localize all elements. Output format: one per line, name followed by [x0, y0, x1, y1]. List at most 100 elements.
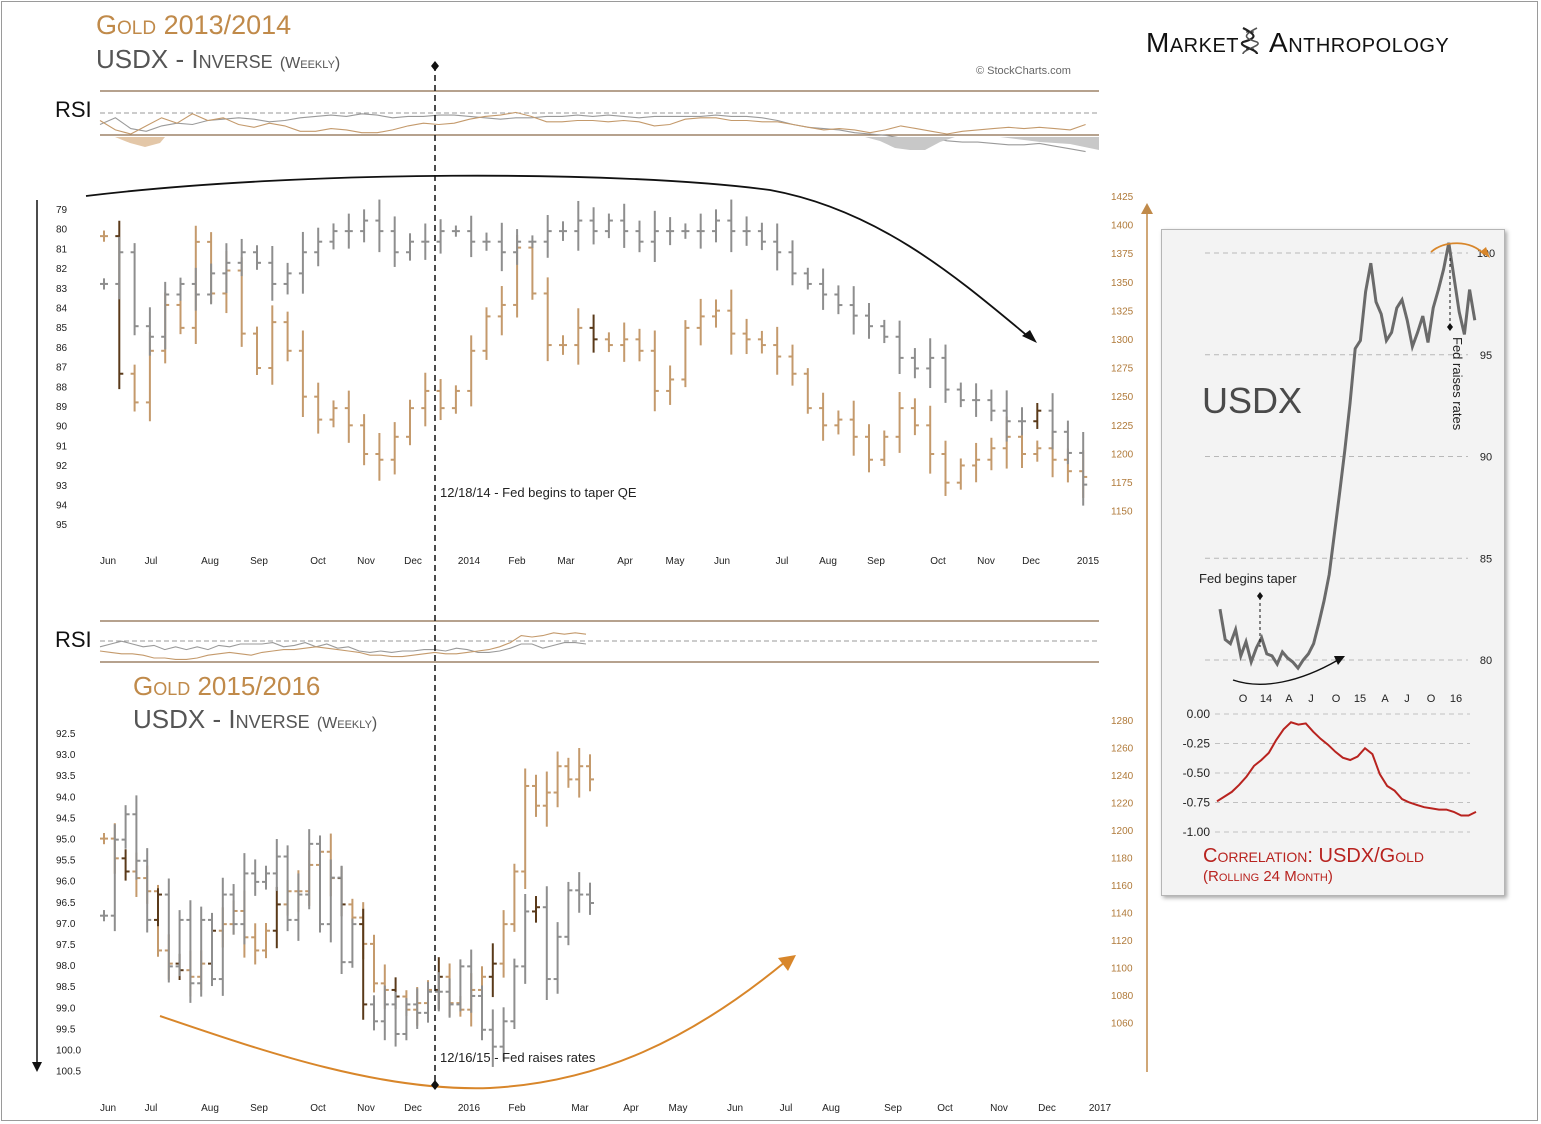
bottom-month-label: Sep [250, 1103, 268, 1114]
inset-x-tick: O [1239, 693, 1248, 705]
bottom-right-axis-tick: 1200 [1111, 826, 1134, 837]
top-right-axis-tick: 1275 [1111, 364, 1134, 375]
top-month-label: May [666, 556, 685, 567]
top-title-usdx: USDX - Inverse (Weekly) [96, 44, 340, 75]
top-month-label: Oct [310, 556, 326, 567]
right-axis-arrowhead [1141, 203, 1153, 214]
bottom-annotation-rates: 12/16/15 - Fed raises rates [440, 1050, 596, 1065]
left-axis-arrowhead [32, 1062, 42, 1072]
inset-x-tick: 16 [1450, 693, 1462, 705]
inset-x-tick: 14 [1260, 693, 1272, 705]
top-rsi-gold-line [99, 111, 1086, 135]
event-marker-top [431, 61, 439, 71]
bottom-left-axis-tick: 100.5 [56, 1067, 81, 1078]
inset-top-arc [1430, 242, 1485, 255]
top-month-label: Apr [617, 556, 633, 567]
bottom-right-axis-tick: 1140 [1111, 909, 1133, 920]
bottom-right-axis-tick: 1240 [1111, 771, 1134, 782]
inset-usdx-line [1218, 242, 1477, 671]
inset-y-tick: 90 [1480, 452, 1492, 464]
bottom-month-label: Sep [884, 1103, 902, 1114]
bottom-month-label: Aug [201, 1103, 219, 1114]
top-left-axis-tick: 80 [56, 225, 68, 236]
brand-right: Anthropology [1269, 27, 1450, 58]
inset-x-tick: A [1285, 693, 1293, 705]
bottom-right-axis-tick: 1060 [1111, 1019, 1134, 1030]
bottom-left-axis-tick: 94.0 [56, 792, 76, 803]
bottom-left-axis-tick: 100.0 [56, 1046, 81, 1057]
top-left-axis-tick: 81 [56, 244, 68, 255]
inset-y-tick: 85 [1480, 553, 1492, 565]
bottom-month-label: Feb [508, 1103, 526, 1114]
inset-y-tick: 80 [1480, 655, 1492, 667]
corr-subtitle: (Rolling 24 Month) [1203, 868, 1333, 885]
top-month-label: 2014 [458, 556, 481, 567]
bottom-trend-arc [159, 961, 786, 1090]
top-month-label: Jul [145, 556, 158, 567]
bottom-left-axis-tick: 97.0 [56, 919, 76, 930]
top-rsi-usdx-fill [1000, 137, 1099, 150]
bottom-right-axis-tick: 1180 [1111, 854, 1133, 865]
brand-logo: Market Anthropology [1146, 26, 1449, 59]
inset-base-arrowhead [1334, 656, 1345, 665]
bottom-left-axis-tick: 97.5 [56, 940, 76, 951]
bottom-right-axis-tick: 1100 [1111, 964, 1133, 975]
bottom-left-axis-tick: 95.0 [56, 835, 76, 846]
bottom-left-axis-tick: 95.5 [56, 856, 76, 867]
top-month-label: Sep [250, 556, 268, 567]
top-right-axis-tick: 1300 [1111, 335, 1134, 346]
top-right-axis-tick: 1175 [1111, 478, 1133, 489]
corr-y-tick: -0.75 [1183, 796, 1211, 810]
top-left-axis-tick: 87 [56, 363, 68, 374]
top-trend-arrowhead [1022, 330, 1037, 343]
top-rsi-usdx-fill [865, 137, 955, 150]
bottom-month-label: May [669, 1103, 688, 1114]
brand-left: Market [1146, 27, 1240, 58]
top-right-axis-tick: 1200 [1111, 449, 1134, 460]
bottom-left-axis-tick: 96.5 [56, 898, 76, 909]
corr-y-tick: -0.50 [1183, 766, 1211, 780]
top-month-label: Jul [776, 556, 789, 567]
top-left-axis-tick: 83 [56, 284, 68, 295]
top-right-axis-tick: 1350 [1111, 278, 1134, 289]
top-month-label: Mar [557, 556, 575, 567]
top-right-axis-tick: 1325 [1111, 306, 1134, 317]
top-right-axis-tick: 1250 [1111, 392, 1134, 403]
top-left-axis-tick: 82 [56, 264, 68, 275]
top-title-gold: Gold 2013/2014 [96, 10, 292, 40]
top-right-axis-tick: 1375 [1111, 249, 1134, 260]
bottom-month-label: Mar [571, 1103, 589, 1114]
inset-x-tick: O [1427, 693, 1436, 705]
inset-top-arrowhead [1480, 247, 1490, 258]
top-title-usdx-text: USDX - Inverse [96, 44, 273, 74]
inset-x-tick: O [1332, 693, 1341, 705]
bottom-right-axis-tick: 1220 [1111, 799, 1134, 810]
top-month-label: Oct [930, 556, 946, 567]
top-rsi-label: RSI [55, 97, 92, 122]
bottom-month-label: Jul [145, 1103, 158, 1114]
bottom-rsi-label: RSI [55, 627, 92, 652]
bottom-month-label: 2017 [1089, 1103, 1112, 1114]
inset-rates-marker [1447, 323, 1453, 331]
top-month-label: Jun [714, 556, 730, 567]
top-month-label: 2015 [1077, 556, 1100, 567]
inset-base-arc [1232, 659, 1339, 685]
bottom-month-label: Jul [780, 1103, 793, 1114]
inset-x-tick: J [1308, 693, 1314, 705]
inset-annotation-taper: Fed begins taper [1199, 571, 1297, 586]
top-left-axis-tick: 79 [56, 205, 68, 216]
bottom-month-label: Jun [727, 1103, 743, 1114]
bottom-month-label: Aug [822, 1103, 840, 1114]
top-left-axis-tick: 95 [56, 520, 68, 531]
bottom-rsi-gold-line [99, 632, 587, 660]
top-left-axis-tick: 88 [56, 382, 68, 393]
bottom-month-label: Dec [1038, 1103, 1056, 1114]
inset-panel [1161, 229, 1505, 896]
bottom-left-axis-tick: 99.0 [56, 1003, 76, 1014]
bottom-month-label: Nov [357, 1103, 375, 1114]
bottom-title-usdx: USDX - Inverse (Weekly) [133, 704, 377, 735]
top-right-axis-tick: 1150 [1111, 507, 1133, 518]
